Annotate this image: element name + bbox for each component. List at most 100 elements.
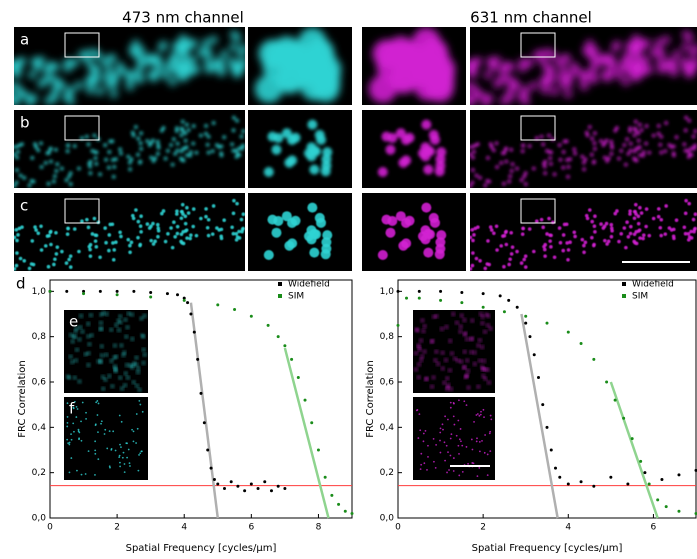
spot [104,352,109,358]
spot [235,118,239,123]
spot [126,442,128,445]
spot [173,234,177,239]
spot [669,66,678,75]
spot [593,230,597,234]
spot [582,250,586,255]
spot [519,58,528,67]
spot [488,432,491,435]
spot [483,376,488,382]
spot [504,146,508,151]
point [229,480,233,484]
spot [644,141,648,146]
spot [65,374,71,379]
spot [169,226,173,230]
spot [72,422,75,425]
spot [582,243,586,248]
spot [130,130,135,135]
spot [149,238,153,243]
spot [5,92,13,100]
spot [103,226,107,230]
spot [631,34,640,43]
spot [129,465,131,467]
spot [68,265,73,269]
spot [680,57,689,66]
spot [663,232,668,236]
spot [541,86,550,95]
spot [472,88,481,97]
spot [123,471,126,474]
panel-title: 473 nm channel [122,9,244,27]
spot [489,450,492,453]
spot [543,159,548,164]
micrograph [470,27,697,105]
spot [444,324,449,330]
spot [427,455,429,458]
spot [72,406,75,409]
spot [651,216,656,221]
spot [27,94,36,103]
spot [109,358,114,364]
spot [34,228,38,232]
spot [14,180,19,185]
spot [674,218,679,223]
spot [88,159,93,164]
point [149,295,153,299]
spot [478,450,481,453]
legend-label: SIM [288,292,304,302]
spot [151,138,155,143]
spot [693,129,697,133]
spot [123,371,129,376]
spot [510,245,515,249]
spot [558,157,563,162]
spot [124,362,130,368]
spot [489,430,492,433]
panel-label: d [16,275,26,293]
spot [116,318,121,324]
spot [691,58,697,67]
spot [471,155,475,160]
spot [455,434,458,437]
spot [527,227,532,231]
spot [14,229,15,231]
spot [552,172,557,177]
spot [196,48,205,57]
spot [628,212,632,216]
roi-box [520,115,556,141]
spot [124,334,129,339]
point [192,330,196,334]
spot [430,217,441,228]
spot [644,224,648,229]
spot [78,324,83,330]
spot [156,228,161,233]
spot [590,74,599,83]
spot [638,122,642,127]
spot [629,224,633,229]
point [396,323,400,327]
spot [565,158,569,162]
spot [161,209,166,213]
point [249,482,253,486]
spot [539,134,544,139]
spot [189,233,193,237]
spot [110,384,115,389]
spots [470,30,697,105]
spot [471,58,480,67]
spot [580,154,585,159]
spot [453,402,455,405]
spot [683,148,688,153]
spot [109,327,114,333]
spot [68,443,71,446]
spot [68,171,73,175]
spot [433,460,435,463]
spot [545,149,549,153]
spot [118,454,121,457]
spot [495,248,499,252]
point [664,505,668,509]
spot [139,230,143,234]
spot [610,228,614,233]
spot [100,422,102,425]
y-axis-label: FRC Correlation [17,360,28,438]
spot [562,139,567,144]
spot [43,244,48,248]
spot [638,153,642,157]
